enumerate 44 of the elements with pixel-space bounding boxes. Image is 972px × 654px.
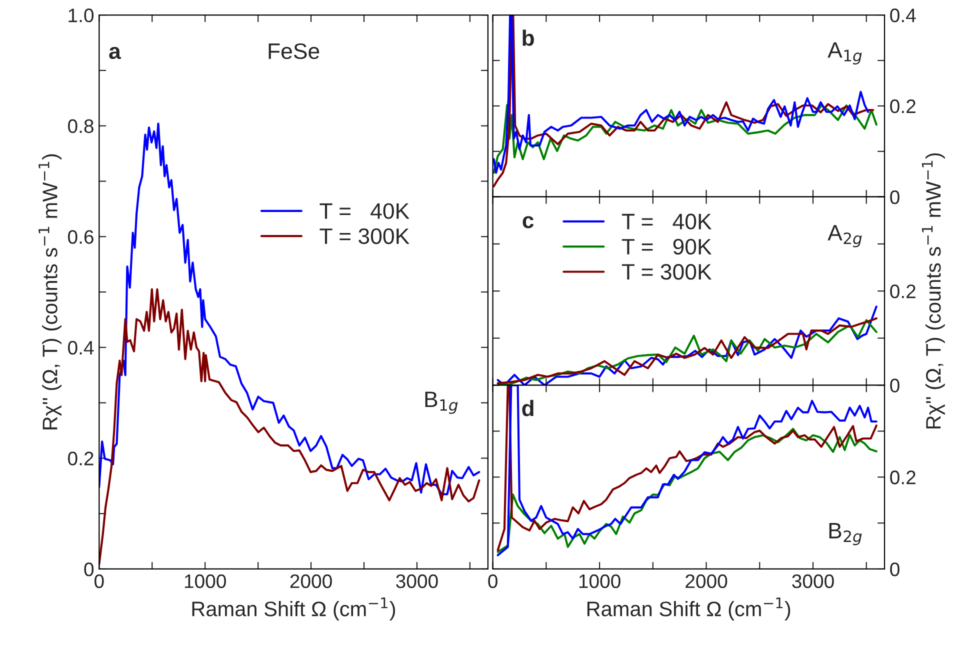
y-tick-label: 0.2: [890, 284, 916, 298]
x-tick-label: 1000: [579, 574, 620, 588]
annotation: B$_{1g}$: [425, 392, 458, 414]
x-tick-label: 2000: [290, 574, 332, 588]
y-axis-title: Rχ'' (Ω, T) (counts s$^{−1}$ mW$^{−1}$): [922, 153, 945, 428]
annotation: d: [522, 400, 534, 416]
y-tick-label: 0.2: [890, 99, 916, 114]
y-tick-label: 0.8: [68, 119, 94, 134]
y-tick-label: 0.6: [68, 230, 94, 244]
y-tick-label: 0.4: [890, 8, 916, 22]
annotation: c: [522, 216, 534, 228]
y-tick-label: 1.0: [68, 8, 94, 22]
x-tick-label: 1000: [184, 574, 226, 588]
y-tick-label: 0: [890, 378, 900, 392]
y-tick-label: 0.4: [68, 340, 94, 355]
legend-label: T = 40K: [320, 203, 410, 219]
y-axis-title: Rχ'' (Ω, T) (counts s$^{−1}$ mW$^{−1}$): [38, 154, 62, 430]
annotation: a: [109, 46, 122, 60]
annotation: FeSe: [268, 43, 320, 60]
annotation: b: [522, 30, 534, 46]
y-tick-label: 0: [890, 190, 900, 204]
annotation: A$_{1g}$: [828, 42, 862, 64]
legend-label: T = 300K: [320, 228, 410, 244]
y-tick-label: 0.2: [68, 452, 94, 466]
y-tick-label: 0.2: [890, 470, 916, 484]
line-series: [99, 288, 480, 566]
y-tick-label: 0: [84, 562, 94, 576]
x-tick-label: 3000: [396, 574, 438, 588]
legend-label: T = 90K: [622, 238, 712, 255]
line-series: [99, 122, 480, 496]
line-series: [496, 428, 878, 554]
line-series: [492, 104, 878, 174]
x-tick-label: 3000: [792, 574, 834, 588]
x-tick-label: 0: [488, 574, 498, 588]
x-axis-title: Raman Shift Ω (cm$^{−1}$): [192, 598, 396, 620]
x-axis-title: Raman Shift Ω (cm$^{−1}$): [587, 598, 790, 620]
x-tick-label: 2000: [686, 574, 728, 588]
annotation: B$_{2g}$: [829, 523, 862, 546]
legend-label: T = 300K: [622, 264, 712, 280]
x-tick-label: 0: [94, 574, 104, 588]
legend-label: T = 40K: [622, 214, 712, 230]
y-tick-label: 0: [890, 562, 900, 576]
line-series: [496, 306, 878, 386]
annotation: A$_{2g}$: [828, 225, 862, 248]
